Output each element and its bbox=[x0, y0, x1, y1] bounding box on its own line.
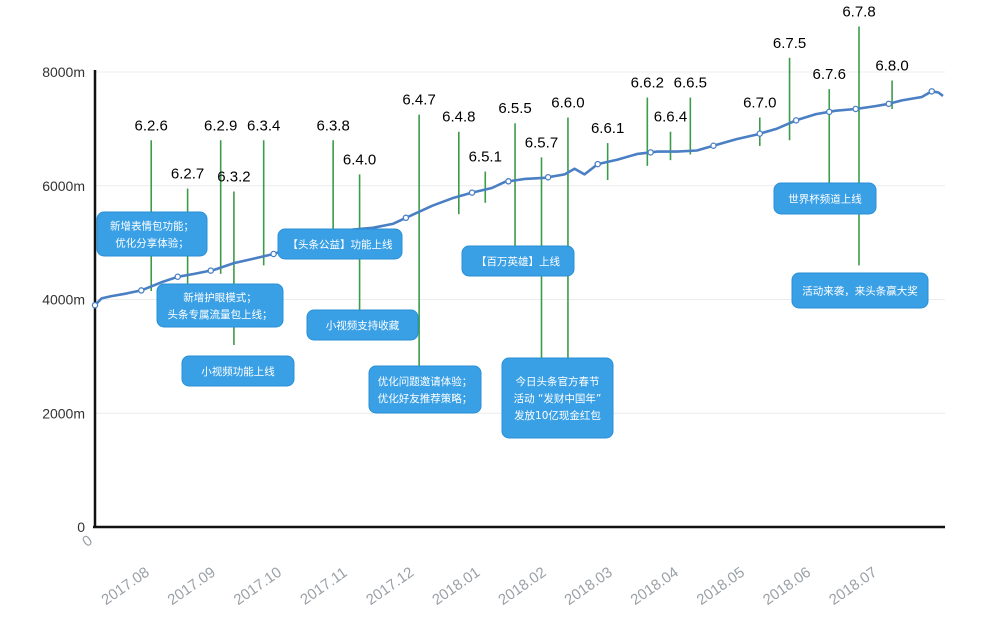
x-tick-label: 2018.01 bbox=[429, 564, 483, 609]
x-tick-label: 2018.03 bbox=[561, 564, 615, 609]
y-axis: 0 2000m 4000m 6000m 8000m bbox=[42, 64, 97, 535]
data-point bbox=[270, 250, 277, 258]
x-tick-label: 2018.04 bbox=[628, 564, 682, 609]
y-tick-label: 8000m bbox=[42, 64, 85, 80]
annotation-text: 世界杯频道上线 bbox=[788, 193, 862, 206]
annotation-text: 活动 “发财中国年” bbox=[514, 392, 602, 405]
data-point bbox=[710, 142, 717, 149]
version-label: 6.5.1 bbox=[469, 149, 502, 166]
data-point bbox=[207, 267, 215, 274]
annotation-text: 头条专属流量包上线； bbox=[168, 308, 273, 321]
data-point bbox=[505, 178, 512, 185]
annotation-text: 【头条公益】功能上线 bbox=[288, 238, 393, 251]
annotation-box bbox=[791, 272, 929, 309]
x-tick-label: 2017.10 bbox=[231, 564, 285, 609]
version-label: 6.6.2 bbox=[631, 75, 664, 92]
annotation-text: 小视频支持收藏 bbox=[326, 319, 400, 332]
annotation-box bbox=[181, 355, 295, 387]
data-point bbox=[825, 108, 833, 116]
annotation-box bbox=[96, 211, 208, 257]
version-label: 6.5.7 bbox=[525, 134, 558, 151]
version-labels: 6.2.6 6.2.7 6.2.9 6.3.2 6.3.4 6.3.8 6.4.0 6.4.7… bbox=[135, 4, 909, 186]
version-label: 6.7.0 bbox=[743, 95, 776, 112]
version-label: 6.3.2 bbox=[217, 168, 250, 185]
x-tick-label: 2018.07 bbox=[826, 564, 880, 609]
y-tick-label: 0 bbox=[77, 519, 85, 535]
version-label: 6.5.5 bbox=[498, 100, 531, 117]
version-label: 6.8.0 bbox=[875, 58, 908, 75]
version-label: 6.3.4 bbox=[247, 117, 280, 134]
x-tick-label: 2017.12 bbox=[363, 564, 417, 609]
annotation-text: 优化问题邀请体验； bbox=[378, 375, 473, 388]
x-tick-label: 2017.11 bbox=[297, 564, 350, 608]
version-label: 6.7.5 bbox=[773, 35, 806, 52]
data-point bbox=[792, 117, 800, 124]
x-tick-label: 2017.08 bbox=[98, 564, 152, 609]
annotation-text: 【百万英雄】上线 bbox=[476, 255, 560, 268]
annotation-text: 新增护眼模式； bbox=[183, 291, 257, 304]
version-label: 6.4.7 bbox=[402, 92, 435, 109]
version-label: 6.4.0 bbox=[343, 151, 376, 168]
version-label: 6.2.6 bbox=[135, 117, 168, 134]
data-point bbox=[544, 173, 552, 181]
version-label: 6.2.9 bbox=[204, 117, 237, 134]
version-label: 6.6.4 bbox=[654, 109, 687, 126]
annotation-box bbox=[277, 228, 403, 260]
version-label: 6.3.8 bbox=[316, 117, 349, 134]
data-point bbox=[594, 160, 601, 168]
version-label: 6.7.6 bbox=[813, 66, 846, 83]
data-point bbox=[468, 189, 476, 196]
x-tick-label: 2018.05 bbox=[694, 564, 748, 609]
version-label: 6.6.0 bbox=[551, 95, 584, 112]
version-label: 6.6.5 bbox=[674, 75, 707, 92]
annotation-box bbox=[306, 309, 419, 341]
annotation-text: 优化分享体验； bbox=[115, 237, 189, 250]
y-tick-label: 4000m bbox=[42, 292, 85, 308]
version-label: 6.7.8 bbox=[842, 4, 875, 21]
feature-annotations: 新增表情包功能； 优化分享体验； 新增护眼模式； 头条专属流量包上线； 小视频功能上线 【… bbox=[96, 182, 929, 439]
annotation-box bbox=[461, 245, 575, 277]
data-point bbox=[852, 105, 859, 113]
data-point bbox=[138, 287, 145, 294]
growth-line bbox=[94, 90, 944, 307]
data-point bbox=[756, 130, 764, 137]
x-origin-label: 0 bbox=[79, 532, 96, 551]
annotation-box bbox=[501, 357, 614, 439]
annotation-box bbox=[773, 182, 877, 215]
annotation-text: 活动来袭，来头条赢大奖 bbox=[802, 285, 918, 298]
x-tick-label: 2018.06 bbox=[760, 564, 814, 609]
x-tick-label: 2017.09 bbox=[165, 564, 219, 609]
annotation-box bbox=[368, 365, 482, 414]
data-point bbox=[174, 273, 181, 280]
y-tick-label: 6000m bbox=[42, 178, 85, 194]
version-label: 6.4.8 bbox=[442, 109, 475, 126]
version-label: 6.6.1 bbox=[591, 120, 624, 137]
growth-line-series bbox=[91, 88, 944, 309]
data-point bbox=[91, 301, 99, 309]
x-tick-label: 2018.02 bbox=[495, 564, 549, 609]
version-label: 6.2.7 bbox=[171, 166, 204, 183]
data-point bbox=[402, 214, 410, 222]
annotation-text: 今日头条官方春节 bbox=[516, 375, 600, 388]
annotation-text: 小视频功能上线 bbox=[201, 365, 275, 378]
annotation-text: 发放10亿现金红包 bbox=[514, 409, 601, 422]
data-point bbox=[885, 100, 893, 108]
data-point bbox=[928, 88, 936, 95]
data-point bbox=[647, 149, 654, 156]
annotation-text: 新增表情包功能； bbox=[110, 220, 194, 233]
annotation-box bbox=[156, 283, 284, 328]
y-tick-label: 2000m bbox=[42, 405, 85, 421]
annotation-text: 优化好友推荐策略； bbox=[378, 392, 473, 405]
